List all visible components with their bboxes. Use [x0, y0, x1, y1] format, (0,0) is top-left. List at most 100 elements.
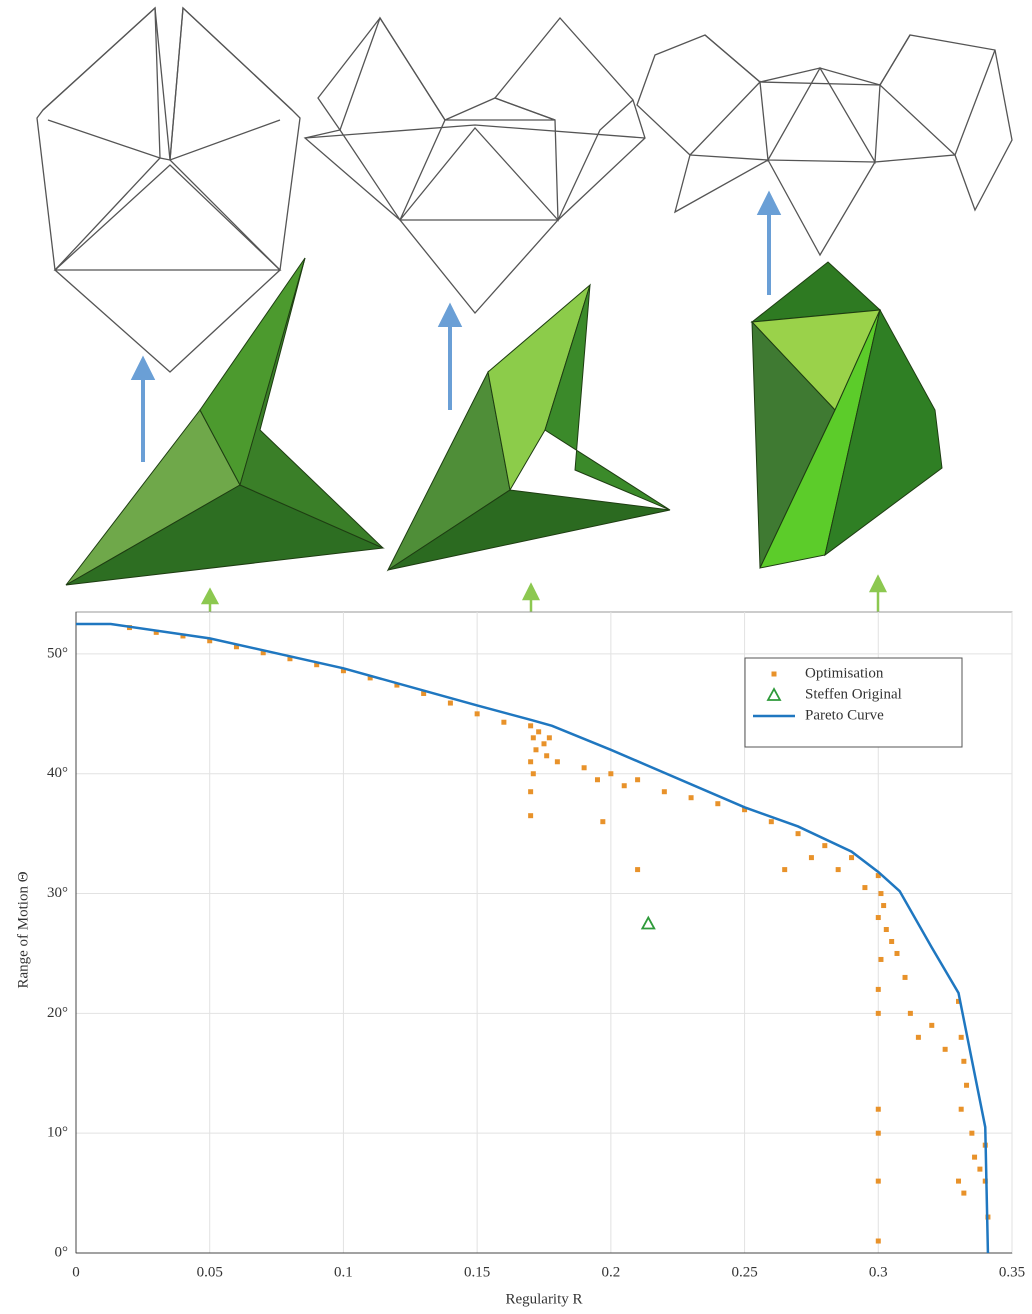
scatter-point	[878, 891, 884, 897]
scatter-point	[875, 1238, 881, 1244]
scatter-point	[768, 819, 774, 825]
scatter-point	[533, 747, 539, 753]
scatter-point	[715, 801, 721, 807]
scatter-point	[260, 650, 266, 656]
scatter-point	[530, 735, 536, 741]
scatter-point	[929, 1022, 935, 1028]
legend-swatch	[771, 671, 777, 677]
scatter-point	[956, 998, 962, 1004]
polyhedron	[386, 283, 671, 572]
legend-swatch	[766, 687, 782, 701]
x-tick-label: 0.2	[601, 1264, 620, 1280]
legend-box	[744, 657, 963, 748]
legend-label: Optimisation	[805, 665, 884, 681]
scatter-point	[969, 1130, 975, 1136]
scatter-point	[875, 1106, 881, 1112]
scatter-point	[782, 867, 788, 873]
scatter-point	[528, 813, 534, 819]
legend: Optimisation Steffen Original Pareto Curve	[744, 657, 963, 748]
scatter-point	[956, 1178, 962, 1184]
x-tick-label: 0.25	[731, 1264, 757, 1280]
scatter-point	[180, 633, 186, 639]
scatter-point	[594, 777, 600, 783]
x-tick-label: 0	[72, 1264, 80, 1280]
scatter-point	[964, 1082, 970, 1088]
scatter-point	[340, 668, 346, 674]
scatter-point	[822, 843, 828, 849]
scatter-point	[808, 855, 814, 861]
crease-pattern	[303, 16, 646, 315]
y-tick-label: 20°	[47, 1005, 68, 1021]
scatter-point	[635, 777, 641, 783]
scatter-point	[881, 903, 887, 909]
x-tick-label: 0.3	[869, 1264, 888, 1280]
scatter-point	[608, 771, 614, 777]
y-tick-label: 10°	[47, 1125, 68, 1141]
scatter-point	[889, 938, 895, 944]
x-tick-label: 0.1	[334, 1264, 353, 1280]
scatter-point	[447, 700, 453, 706]
scatter-point	[207, 638, 213, 644]
scatter-point	[875, 915, 881, 921]
scatter-point	[875, 1010, 881, 1016]
y-tick-label: 40°	[47, 765, 68, 781]
scatter-point	[528, 789, 534, 795]
scatter-point	[849, 855, 855, 861]
scatter-point	[835, 867, 841, 873]
scatter-point	[581, 765, 587, 771]
scatter-point	[961, 1190, 967, 1196]
y-tick-label: 0°	[55, 1244, 69, 1260]
scatter-point	[528, 723, 534, 729]
scatter-point	[972, 1154, 978, 1160]
scatter-point	[474, 711, 480, 717]
scatter-point	[915, 1034, 921, 1040]
y-axis-label: Range of Motion Θ	[15, 871, 31, 988]
legend-label: Pareto Curve	[805, 707, 884, 723]
scatter-point	[600, 819, 606, 825]
scatter-point	[958, 1106, 964, 1112]
triangle-marker	[640, 915, 656, 930]
crease-pattern	[36, 6, 301, 373]
scatter-point	[875, 1178, 881, 1184]
scatter-point	[977, 1166, 983, 1172]
scatter-point	[367, 675, 373, 681]
polyhedron	[750, 261, 943, 569]
x-tick-label: 0.15	[464, 1264, 490, 1280]
scatter-point	[958, 1034, 964, 1040]
x-axis-label: Regularity R	[505, 1291, 582, 1307]
scatter-point	[153, 629, 159, 635]
scatter-point	[546, 735, 552, 741]
scatter-point	[233, 644, 239, 650]
scatter-point	[875, 986, 881, 992]
scatter-point	[875, 873, 881, 879]
scatter-point	[875, 1130, 881, 1136]
scatter-point	[421, 690, 427, 696]
scatter-point	[942, 1046, 948, 1052]
scatter-point	[541, 741, 547, 747]
crease-pattern	[636, 34, 1013, 257]
y-tick-label: 30°	[47, 885, 68, 901]
scatter-point	[961, 1058, 967, 1064]
scatter-point	[394, 682, 400, 688]
line	[76, 622, 990, 1254]
scatter-point	[688, 795, 694, 801]
scatter-point	[902, 974, 908, 980]
scatter-point	[501, 719, 507, 725]
scatter-point	[530, 771, 536, 777]
polyhedron	[65, 257, 385, 586]
scatter-point	[621, 783, 627, 789]
scatter-point	[528, 759, 534, 765]
scatter-point	[536, 729, 542, 735]
scatter-point	[795, 831, 801, 837]
x-tick-label: 0.35	[999, 1264, 1025, 1280]
scatter-point	[907, 1010, 913, 1016]
scatter-point	[742, 807, 748, 813]
scatter-point	[894, 950, 900, 956]
scatter-point	[287, 656, 293, 662]
scatter-point	[635, 867, 641, 873]
scatter-point	[883, 927, 889, 933]
scatter-point	[878, 956, 884, 962]
legend-label: Steffen Original	[805, 686, 902, 702]
scatter-point	[862, 885, 868, 891]
